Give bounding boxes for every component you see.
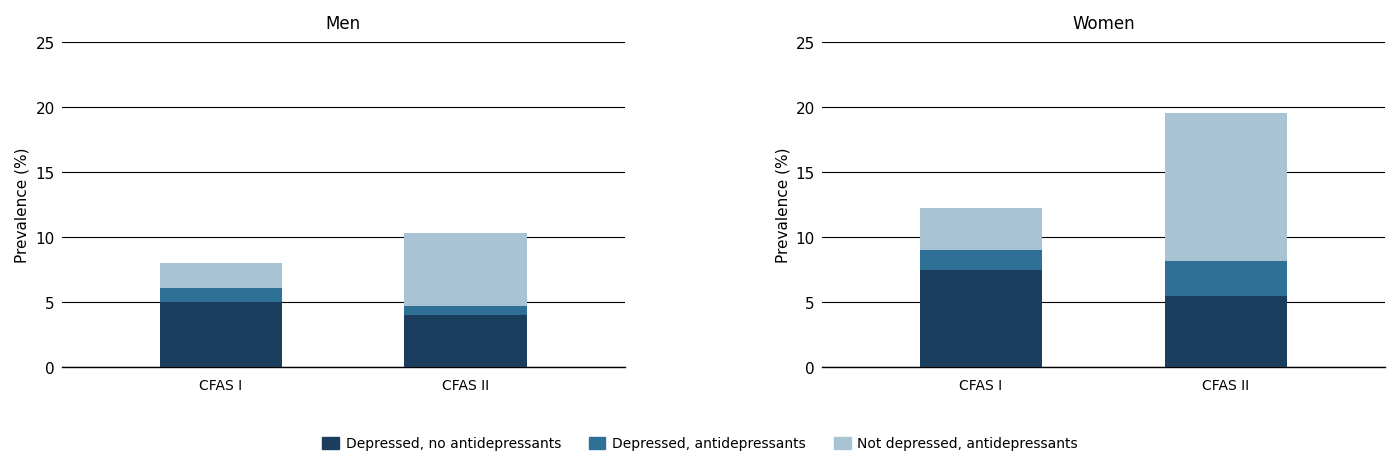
Bar (160, 288, 281, 302)
Bar (405, 234, 526, 307)
Bar (160, 302, 281, 368)
Title: Men: Men (326, 15, 361, 33)
Bar (1165, 296, 1287, 368)
Y-axis label: Prevalence (%): Prevalence (%) (15, 148, 29, 263)
Bar (1165, 114, 1287, 261)
Bar (405, 307, 526, 315)
Bar (160, 263, 281, 288)
Bar (405, 315, 526, 368)
Legend: Depressed, no antidepressants, Depressed, antidepressants, Not depressed, antide: Depressed, no antidepressants, Depressed… (316, 431, 1084, 456)
Bar (920, 209, 1042, 250)
Bar (920, 250, 1042, 270)
Bar (920, 270, 1042, 368)
Bar (1165, 261, 1287, 296)
Title: Women: Women (1072, 15, 1135, 33)
Y-axis label: Prevalence (%): Prevalence (%) (776, 148, 790, 263)
